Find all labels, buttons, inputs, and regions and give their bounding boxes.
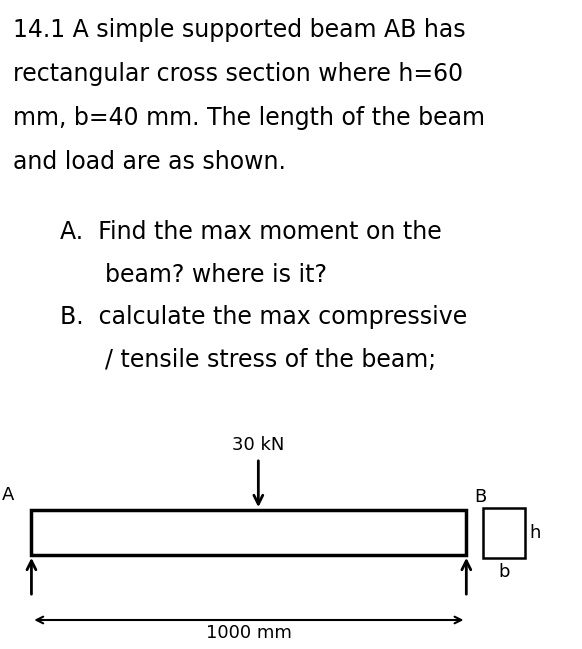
Text: A.  Find the max moment on the: A. Find the max moment on the (60, 220, 442, 244)
Text: 1000 mm: 1000 mm (206, 624, 292, 642)
Text: beam? where is it?: beam? where is it? (60, 263, 327, 287)
Text: A: A (2, 486, 15, 504)
Text: mm, b=40 mm. The length of the beam: mm, b=40 mm. The length of the beam (13, 106, 485, 130)
Text: 30 kN: 30 kN (232, 436, 285, 454)
Text: b: b (498, 563, 510, 581)
Bar (483, 508, 525, 558)
Text: and load are as shown.: and load are as shown. (13, 150, 285, 174)
Text: 14.1 A simple supported beam AB has: 14.1 A simple supported beam AB has (13, 18, 465, 42)
Text: B: B (474, 488, 486, 506)
Text: / tensile stress of the beam;: / tensile stress of the beam; (60, 348, 436, 372)
Text: h: h (530, 524, 541, 542)
Text: B.  calculate the max compressive: B. calculate the max compressive (60, 305, 467, 329)
Text: rectangular cross section where h=60: rectangular cross section where h=60 (13, 62, 463, 86)
Bar (31, 510, 466, 555)
